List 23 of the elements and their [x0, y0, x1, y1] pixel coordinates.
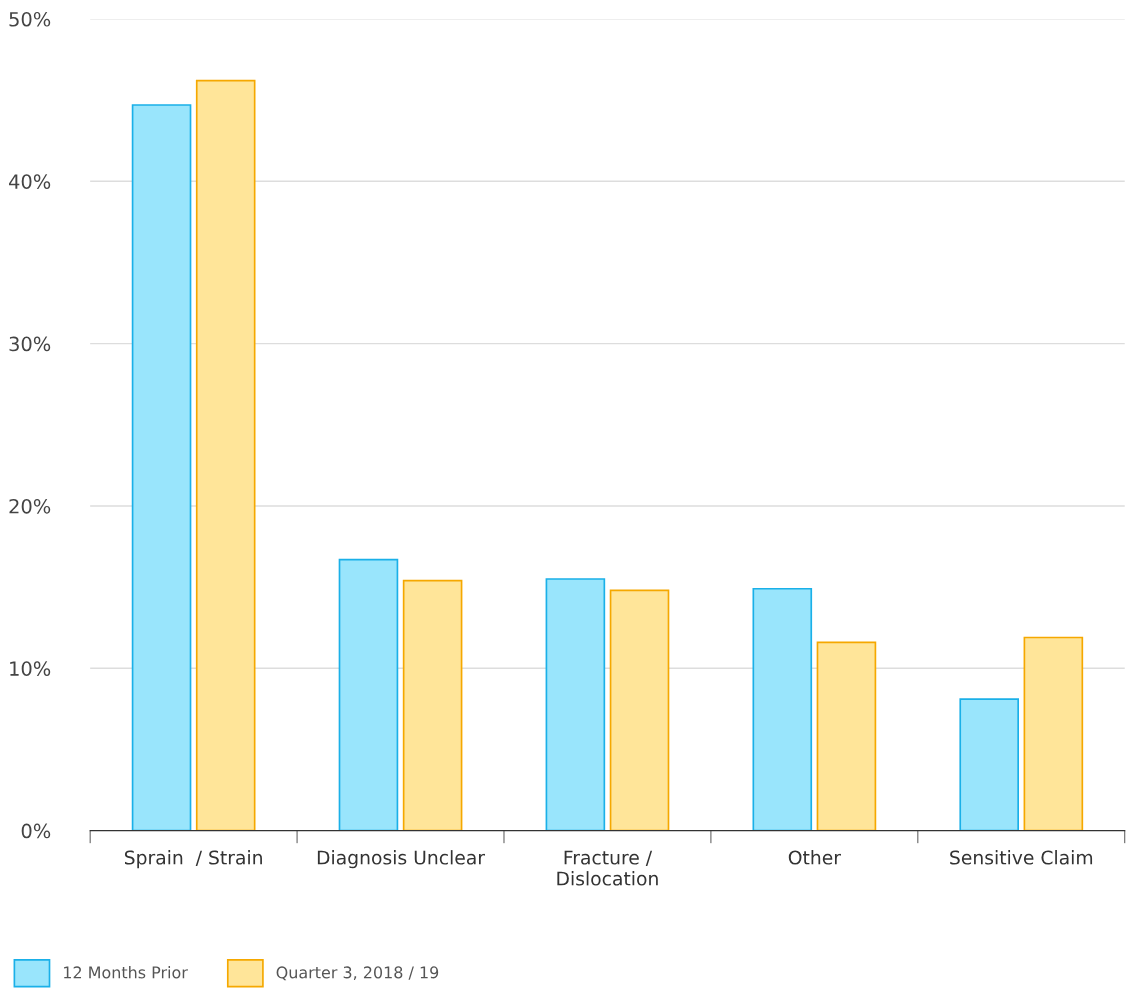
bar — [816, 641, 877, 831]
bar — [959, 698, 1020, 831]
y-tick-label: 50% — [9, 11, 51, 27]
y-tick-label: 0% — [21, 823, 51, 839]
bar — [545, 578, 606, 831]
x-tick-label: Diagnosis Unclear — [317, 850, 486, 869]
x-tick-label: Other — [788, 850, 841, 865]
y-tick-label: 30% — [9, 336, 51, 352]
y-tick-label: 40% — [9, 174, 51, 189]
bar — [402, 579, 463, 831]
bar — [752, 587, 813, 831]
legend-label: 12 Months Prior — [64, 966, 188, 979]
x-tick-label: Sensitive Claim — [950, 850, 1093, 865]
bar — [131, 104, 192, 831]
legend-label: Quarter 3, 2018 / 19 — [276, 966, 439, 981]
x-tick-label: Sprain / Strain — [124, 850, 262, 869]
x-tick-label: Fracture / Dislocation — [557, 850, 658, 886]
bar — [609, 589, 670, 831]
bar — [338, 558, 399, 831]
y-tick-label: 10% — [10, 661, 51, 676]
y-tick-label: 20% — [9, 498, 51, 514]
bar — [1023, 636, 1084, 831]
bar — [195, 79, 256, 831]
